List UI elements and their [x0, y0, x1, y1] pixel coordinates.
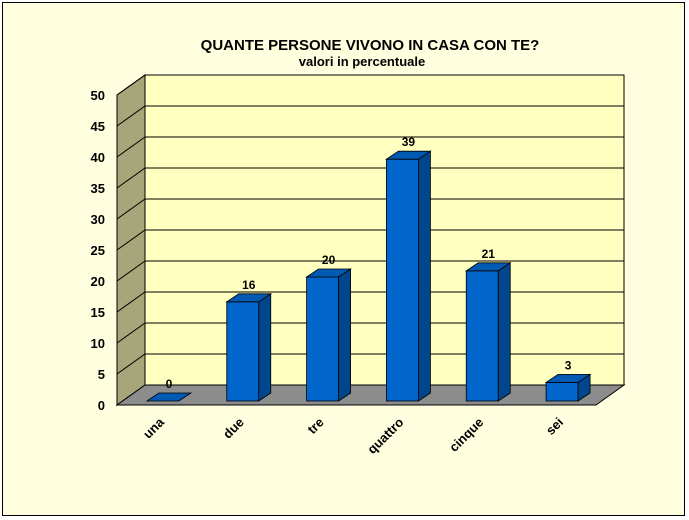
x-tick-label: una [140, 414, 167, 441]
data-label: 39 [402, 135, 416, 149]
x-axis-labels: una due tre quattro cinque sei [140, 414, 566, 457]
grid-line-side [116, 353, 146, 375]
bar-side [497, 262, 511, 402]
y-tick-label: 5 [98, 367, 105, 382]
data-label: 0 [166, 377, 173, 391]
grid-line-side [116, 229, 146, 251]
y-tick-label: 25 [91, 243, 105, 258]
bar-side [258, 293, 272, 402]
grid-line-side [116, 322, 146, 344]
bar-front [386, 158, 419, 402]
x-tick-label: cinque [446, 415, 486, 455]
bar-top [464, 262, 512, 272]
x-tick-label: quattro [364, 414, 406, 456]
y-tick-label: 30 [91, 212, 105, 227]
grid-line-side [116, 291, 146, 313]
y-tick-label: 10 [91, 336, 105, 351]
bar-top [145, 392, 193, 402]
bar-side [338, 268, 351, 402]
y-tick-label: 15 [91, 305, 105, 320]
chart-subtitle: valori in percentuale [299, 54, 425, 69]
grid-line-side [116, 74, 146, 96]
y-tick-label: 40 [91, 150, 105, 165]
x-tick-label: tre [304, 415, 326, 437]
bar-top [385, 150, 432, 160]
bar-front [226, 301, 260, 402]
bar-front [465, 270, 499, 402]
y-tick-label: 35 [91, 181, 105, 196]
bar: 16 [225, 278, 273, 402]
y-tick-label: 45 [91, 119, 105, 134]
y-tick-label: 20 [91, 274, 105, 289]
bar: 21 [464, 247, 512, 402]
grid-lines [116, 74, 624, 375]
grid-line-side [116, 136, 146, 158]
bar-front [306, 276, 339, 402]
bar-side [418, 150, 431, 402]
grid-line-side [116, 105, 146, 127]
bar: 39 [385, 135, 432, 402]
bar: 20 [305, 253, 352, 402]
data-label: 21 [482, 247, 496, 261]
data-label: 20 [322, 253, 336, 267]
chart-title: QUANTE PERSONE VIVONO IN CASA CON TE? [201, 37, 540, 54]
grid-line-side [116, 198, 146, 220]
bar: 0 [145, 377, 193, 402]
bar: 3 [544, 358, 592, 402]
y-axis-ticks: 0 5 10 15 20 25 30 35 40 45 50 [91, 88, 105, 413]
bars: 0 16 20 39 21 3 [145, 135, 592, 402]
bar-top [305, 268, 352, 278]
y-tick-label: 0 [98, 398, 105, 413]
data-label: 16 [242, 278, 256, 292]
grid-line-side [116, 260, 146, 282]
y-tick-label: 50 [91, 88, 105, 103]
data-label: 3 [565, 358, 572, 372]
bar-top [225, 293, 273, 303]
bar-front [545, 381, 579, 402]
x-tick-label: sei [543, 415, 566, 438]
grid-line-side [116, 167, 146, 189]
x-tick-label: due [220, 415, 247, 442]
bar-top [544, 373, 592, 383]
